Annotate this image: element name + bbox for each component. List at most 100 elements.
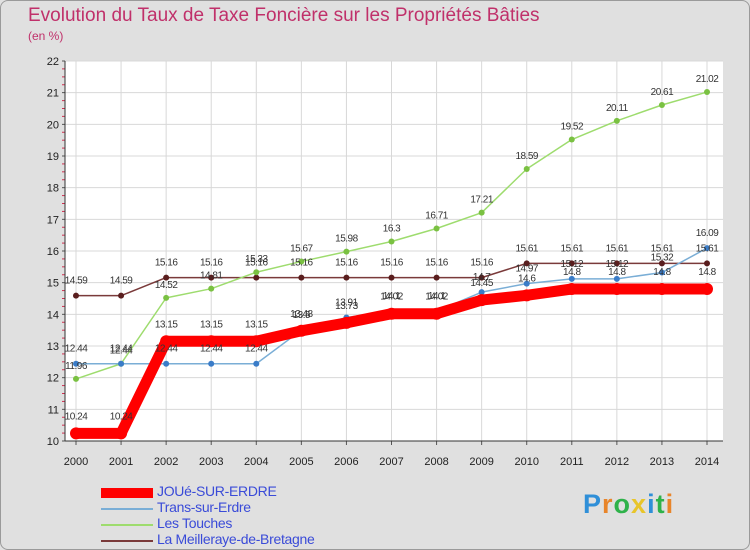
- data-point: [658, 102, 665, 109]
- data-label: 14.52: [155, 280, 178, 291]
- data-label: 15.16: [155, 258, 178, 269]
- data-point: [658, 260, 665, 267]
- data-point: [523, 280, 530, 287]
- legend-swatch: [101, 508, 153, 510]
- data-point: [253, 274, 260, 281]
- y-tick-label: 22: [47, 56, 59, 68]
- data-label: 17.21: [470, 195, 493, 206]
- data-point: [613, 275, 620, 282]
- data-point: [163, 360, 170, 367]
- data-point: [343, 248, 350, 255]
- data-point: [205, 335, 218, 348]
- data-label: 11.96: [65, 361, 88, 372]
- data-point: [655, 283, 668, 295]
- data-point: [298, 274, 305, 281]
- data-label: 14.59: [110, 276, 133, 287]
- chart-title: Evolution du Taux de Taxe Foncière sur l…: [28, 5, 540, 26]
- x-tick-label: 2006: [334, 456, 358, 468]
- data-label: 13.48: [290, 309, 313, 320]
- y-tick-label: 17: [47, 214, 59, 226]
- data-label: 13.91: [335, 298, 358, 309]
- data-label: 15.16: [470, 258, 493, 269]
- data-point: [118, 360, 125, 367]
- data-label: 15.16: [200, 258, 223, 269]
- y-tick-label: 11: [48, 404, 59, 416]
- data-label: 15.16: [290, 258, 313, 269]
- data-point: [208, 285, 215, 292]
- data-point: [118, 292, 125, 299]
- data-point: [613, 117, 620, 124]
- data-label: 16.71: [425, 211, 448, 222]
- x-tick-label: 2005: [289, 456, 313, 468]
- data-point: [388, 238, 395, 245]
- y-tick-label: 19: [47, 151, 59, 163]
- proxiti-logo: Proxiti: [583, 489, 674, 520]
- data-label: 12.44: [155, 344, 178, 355]
- x-tick-label: 2009: [469, 456, 493, 468]
- data-label: 12.44: [245, 344, 268, 355]
- logo-letter: P: [583, 489, 603, 519]
- data-point: [73, 292, 79, 299]
- data-label: 15.98: [335, 234, 358, 245]
- data-label: 16.09: [696, 228, 719, 239]
- data-label: 14.1: [383, 291, 401, 302]
- data-point: [478, 274, 485, 281]
- data-point: [704, 260, 710, 267]
- data-label: 12.44: [110, 346, 133, 357]
- data-label: 10.24: [110, 411, 133, 422]
- data-point: [565, 283, 578, 295]
- data-label: 15.61: [651, 243, 674, 254]
- data-point: [253, 269, 260, 276]
- data-point: [523, 165, 530, 172]
- data-label: 14.02: [425, 292, 448, 303]
- data-label: 14.8: [608, 267, 626, 278]
- y-tick-label: 21: [47, 88, 59, 100]
- data-label: 14.59: [65, 276, 88, 287]
- y-tick-label: 18: [47, 183, 59, 195]
- data-label: 14.7: [473, 272, 491, 283]
- x-tick-label: 2000: [64, 456, 88, 468]
- legend-swatch: [101, 540, 153, 542]
- x-tick-label: 2012: [605, 456, 629, 468]
- legend-swatch: [101, 524, 153, 526]
- data-label: 15.12: [561, 259, 584, 270]
- data-label: 15.12: [606, 259, 629, 270]
- data-label: 15.61: [606, 243, 629, 254]
- data-point: [520, 289, 533, 302]
- data-point: [568, 275, 575, 282]
- data-label: 14.81: [200, 271, 223, 282]
- data-point: [298, 258, 305, 265]
- data-label: 21.02: [696, 74, 719, 85]
- data-point: [433, 274, 440, 281]
- data-label: 12.44: [110, 344, 133, 355]
- data-label: 15.16: [335, 258, 358, 269]
- x-tick-label: 2010: [514, 456, 538, 468]
- data-label: 14.8: [653, 267, 671, 278]
- data-label: 13.73: [335, 301, 358, 312]
- data-label: 15.61: [515, 243, 538, 254]
- data-label: 12.44: [200, 344, 223, 355]
- data-label: 14.6: [518, 273, 536, 284]
- x-tick-label: 2008: [424, 456, 448, 468]
- data-label: 15.33: [245, 254, 268, 265]
- logo-letter: i: [665, 489, 675, 519]
- data-point: [568, 136, 575, 143]
- data-label: 14.8: [698, 267, 716, 278]
- data-point: [73, 375, 79, 382]
- logo-letter: i: [647, 489, 656, 519]
- data-label: 14.8: [563, 267, 581, 278]
- data-point: [253, 360, 260, 367]
- data-label: 15.67: [290, 243, 313, 254]
- data-point: [208, 274, 215, 281]
- y-tick-label: 20: [47, 119, 59, 131]
- data-point: [430, 307, 443, 320]
- data-point: [610, 283, 623, 295]
- y-tick-label: 14: [47, 309, 59, 321]
- data-point: [704, 245, 710, 252]
- data-point: [385, 307, 398, 320]
- data-label: 14.97: [515, 264, 538, 275]
- logo-letter: t: [655, 489, 666, 519]
- data-point: [295, 324, 308, 337]
- legend-label: La Meilleraye-de-Bretagne: [157, 531, 315, 547]
